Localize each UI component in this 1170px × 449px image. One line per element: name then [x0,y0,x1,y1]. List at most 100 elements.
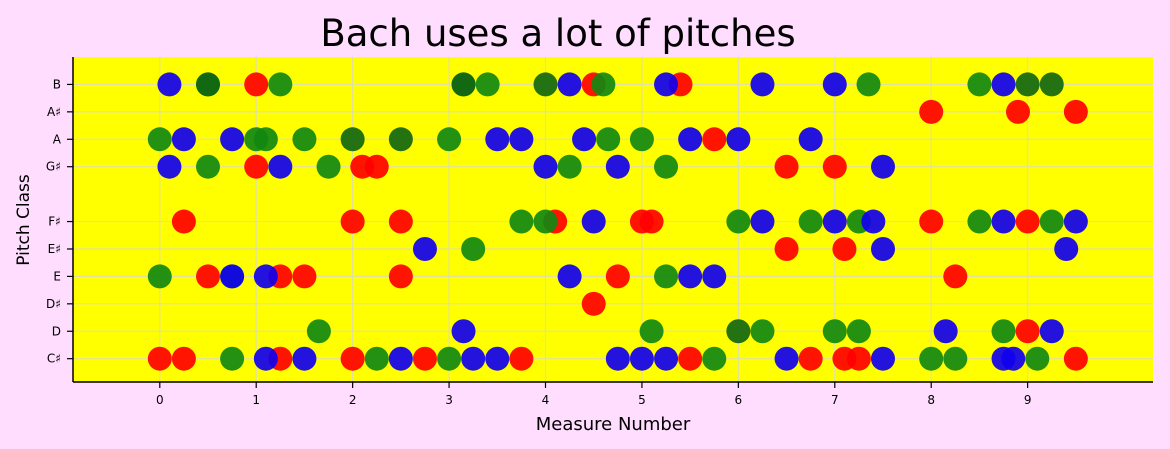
data-point-blue [253,264,278,289]
data-point-blue [702,264,727,289]
data-point-green [919,346,944,371]
data-point-red [639,209,664,234]
data-point-green [220,346,245,371]
data-point-red [171,209,196,234]
y-tick-label: A [53,132,62,146]
data-point-red [678,346,703,371]
data-point-red [832,236,857,261]
data-point-green [461,236,486,261]
data-point-blue [605,154,630,179]
x-tick-label: 6 [735,393,743,407]
data-point-red [509,346,534,371]
data-point-dark-green [340,127,365,152]
data-point-blue [572,127,597,152]
data-point-blue [451,319,476,344]
data-point-blue [388,346,413,371]
data-point-green [967,209,992,234]
data-point-red [774,154,799,179]
data-point-red [388,209,413,234]
data-point-blue [678,127,703,152]
data-point-green [702,346,727,371]
data-point-blue [485,127,510,152]
data-point-blue [253,346,278,371]
x-tick-label: 1 [252,393,260,407]
y-tick-label: C♯ [47,352,61,366]
data-point-blue [533,154,558,179]
data-point-green [306,319,331,344]
x-tick-label: 5 [638,393,646,407]
y-tick-label: E [53,269,61,283]
x-tick-label: 3 [445,393,453,407]
data-point-green [292,127,317,152]
data-point-green [509,209,534,234]
data-point-red [798,346,823,371]
data-point-green [822,319,847,344]
data-point-blue [750,209,775,234]
data-point-red [1015,209,1040,234]
data-point-red [605,264,630,289]
data-point-blue [678,264,703,289]
data-point-blue [509,127,534,152]
x-tick-label: 0 [156,393,164,407]
data-point-green [253,127,278,152]
x-tick-label: 2 [349,393,357,407]
data-point-blue [933,319,958,344]
data-point-red [846,346,871,371]
data-point-blue [654,72,679,97]
data-point-blue [557,72,582,97]
data-point-green [268,72,293,97]
data-point-green [437,127,462,152]
x-tick-label: 7 [831,393,839,407]
data-point-blue [557,264,582,289]
data-point-red [340,346,365,371]
data-point-blue [1039,319,1064,344]
data-point-blue [1001,346,1026,371]
data-point-blue [220,127,245,152]
data-point-blue [412,236,437,261]
data-point-blue [268,154,293,179]
chart-title: Bach uses a lot of pitches [320,12,795,55]
data-point-blue [871,236,895,261]
y-ticks: C♯ D D♯ E E♯ F♯ G♯ A A♯ B [46,77,73,366]
data-point-blue [822,209,847,234]
y-tick-label: B [53,77,61,91]
data-point-blue [171,127,196,152]
data-point-red [196,264,220,289]
data-point-blue [157,154,182,179]
data-point-green [147,127,172,152]
data-point-blue [485,346,510,371]
data-point-blue [822,72,847,97]
data-point-red [774,236,799,261]
data-point-green [557,154,582,179]
data-point-green [991,319,1016,344]
data-point-green [316,154,341,179]
data-point-blue [726,127,751,152]
y-tick-label: E♯ [48,242,61,256]
data-point-red [244,154,269,179]
data-point-green [147,264,172,289]
y-tick-label: A♯ [47,105,61,119]
data-point-red [919,209,944,234]
data-point-green [750,319,775,344]
data-point-red [943,264,968,289]
data-point-green [437,346,462,371]
data-point-blue [157,72,182,97]
data-point-green [846,319,871,344]
data-point-green [654,264,679,289]
data-point-green [943,346,968,371]
data-point-red [1063,346,1088,371]
data-point-red [340,209,365,234]
data-point-blue [654,346,679,371]
data-points [147,72,1088,371]
data-point-green [639,319,664,344]
data-point-red [244,72,269,97]
y-axis-label: Pitch Class [14,174,34,266]
data-point-blue [220,264,245,289]
data-point-red [364,154,389,179]
data-point-green [726,209,751,234]
data-point-blue [1054,236,1079,261]
data-point-green [591,72,616,97]
data-point-blue [871,154,895,179]
data-point-red [581,291,606,316]
data-point-red [919,99,944,124]
